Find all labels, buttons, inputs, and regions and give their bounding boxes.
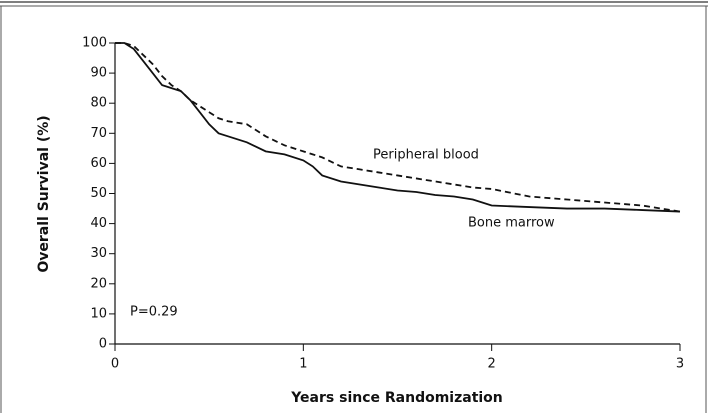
y-tick-label: 80 [90, 96, 107, 111]
y-tick-label: 70 [90, 126, 107, 141]
survival-curve [115, 42, 681, 213]
y-tick-label: 40 [90, 216, 107, 231]
survival-curve [115, 42, 681, 213]
x-tick-label: 2 [488, 357, 496, 372]
annotation: Bone marrow [468, 216, 555, 231]
y-tick-label: 10 [90, 306, 107, 321]
x-axis-title: Years since Randomization [290, 390, 503, 406]
annotation: P=0.29 [130, 305, 178, 320]
x-tick-label: 1 [299, 357, 307, 372]
y-axis-title: Overall Survival (%) [36, 115, 52, 272]
y-tick-label: 0 [99, 337, 107, 352]
y-tick-label: 20 [90, 276, 107, 291]
y-tick-label: 100 [82, 36, 107, 51]
x-tick-label: 3 [676, 357, 684, 372]
y-tick-label: 30 [90, 246, 107, 261]
x-tick-label: 0 [111, 357, 119, 372]
y-tick-label: 90 [90, 66, 107, 81]
y-tick-label: 50 [90, 186, 107, 201]
annotation: Peripheral blood [373, 148, 479, 163]
y-tick-label: 60 [90, 156, 107, 171]
